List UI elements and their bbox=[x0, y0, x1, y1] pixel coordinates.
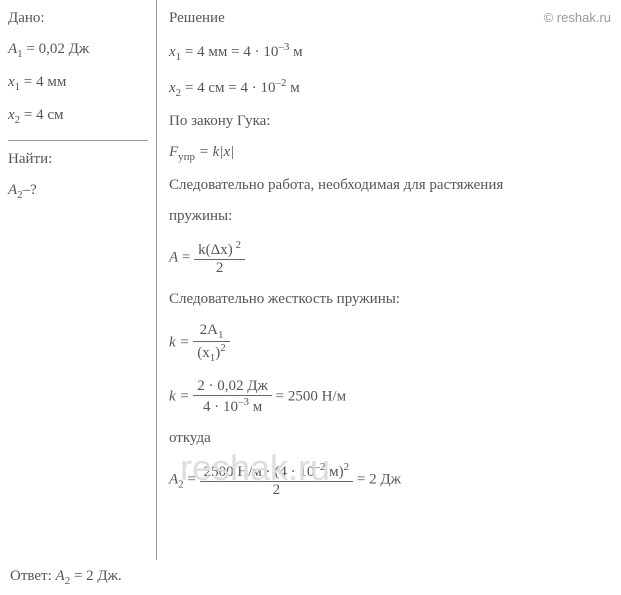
a2f-num-l: 2500 Н/м · (4 · 10 bbox=[204, 464, 315, 480]
kv-den-p: –3 bbox=[238, 396, 249, 408]
kv-den-l: 4 · 10 bbox=[203, 399, 238, 415]
a-eq: = bbox=[178, 249, 194, 265]
k-frac: 2A1 (x1)2 bbox=[193, 322, 230, 364]
q-a2: –? bbox=[23, 182, 37, 198]
conv2-var: x bbox=[169, 80, 176, 96]
k-num: 2A bbox=[200, 322, 218, 338]
find-section: Найти: A2–? bbox=[8, 140, 148, 201]
a2f-den: 2 bbox=[200, 482, 353, 499]
conv1-unit: м bbox=[289, 44, 302, 60]
a2f-num-r: м) bbox=[325, 464, 343, 480]
a-den: 2 bbox=[194, 260, 245, 277]
k-text: Следовательно жесткость пружины: bbox=[169, 291, 609, 308]
conv2-pow: –2 bbox=[276, 77, 287, 89]
watermark-top: © reshak.ru bbox=[544, 10, 611, 25]
conv2-unit: м bbox=[287, 80, 300, 96]
a-num: k(Δx) bbox=[198, 242, 233, 258]
answer-eq: = 2 Дж. bbox=[70, 568, 122, 584]
f-sub: упр bbox=[178, 151, 195, 163]
kv-num: 2 · 0,02 Дж bbox=[193, 378, 272, 396]
a2f-eq: = bbox=[184, 471, 200, 487]
conv2-text: = 4 см = 4 · 10 bbox=[181, 80, 275, 96]
kv-res: = 2500 Н/м bbox=[276, 388, 346, 404]
find-a2: A2–? bbox=[8, 182, 148, 201]
k-den-p: 2 bbox=[220, 342, 226, 354]
kv-den-r: м bbox=[249, 399, 262, 415]
var-x2: x bbox=[8, 107, 15, 123]
var-a2: A bbox=[8, 182, 17, 198]
given-x1: x1 = 4 мм bbox=[8, 74, 148, 93]
k-num-s: 1 bbox=[218, 329, 224, 341]
whence: откуда bbox=[169, 430, 609, 447]
eq-x1: = 4 мм bbox=[20, 74, 66, 90]
given-label: Дано: bbox=[8, 10, 148, 27]
solution-section: Решение x1 = 4 мм = 4 · 10–3 м x2 = 4 см… bbox=[157, 0, 621, 560]
find-label: Найти: bbox=[8, 151, 148, 168]
work-formula: A = k(Δx) 2 2 bbox=[169, 239, 609, 277]
f-var: F bbox=[169, 144, 178, 160]
given-a1: A1 = 0,02 Дж bbox=[8, 41, 148, 60]
hooke-formula: Fупр = k|x| bbox=[169, 144, 609, 163]
a-num-p: 2 bbox=[233, 239, 241, 251]
k-den-l: (x bbox=[197, 345, 210, 361]
a-frac: k(Δx) 2 2 bbox=[194, 239, 245, 277]
k-formula: k = 2A1 (x1)2 bbox=[169, 322, 609, 364]
conv1-var: x bbox=[169, 44, 176, 60]
conv-x2: x2 = 4 см = 4 · 10–2 м bbox=[169, 77, 609, 99]
main-container: Дано: A1 = 0,02 Дж x1 = 4 мм x2 = 4 см Н… bbox=[0, 0, 621, 560]
kv-frac: 2 · 0,02 Дж 4 · 10–3 м bbox=[193, 378, 272, 416]
a2f-num-p: –2 bbox=[314, 461, 325, 473]
var-x1: x bbox=[8, 74, 15, 90]
hooke-text: По закону Гука: bbox=[169, 113, 609, 130]
given-section: Дано: A1 = 0,02 Дж x1 = 4 мм x2 = 4 см Н… bbox=[0, 0, 157, 560]
k-value: k = 2 · 0,02 Дж 4 · 10–3 м = 2500 Н/м bbox=[169, 378, 609, 416]
k-eq: k = bbox=[169, 334, 193, 350]
a2f-var: A bbox=[169, 471, 178, 487]
answer-label: Ответ: bbox=[10, 568, 56, 584]
eq-x2: = 4 см bbox=[20, 107, 63, 123]
var-a1: A bbox=[8, 41, 17, 57]
a2f-frac: 2500 Н/м · (4 · 10–2 м)2 2 bbox=[200, 461, 353, 499]
f-eq: = k|x| bbox=[195, 144, 234, 160]
a2f-res: = 2 Дж bbox=[357, 471, 401, 487]
a2f-num-p2: 2 bbox=[344, 461, 350, 473]
kv-eq: k = bbox=[169, 388, 193, 404]
answer-section: Ответ: A2 = 2 Дж. bbox=[0, 560, 621, 595]
work-text2: пружины: bbox=[169, 208, 609, 225]
conv1-pow: –3 bbox=[278, 41, 289, 53]
conv-x1: x1 = 4 мм = 4 · 10–3 м bbox=[169, 41, 609, 63]
answer-var: A bbox=[56, 568, 65, 584]
a-var: A bbox=[169, 249, 178, 265]
conv1-text: = 4 мм = 4 · 10 bbox=[181, 44, 278, 60]
eq-a1: = 0,02 Дж bbox=[23, 41, 90, 57]
given-x2: x2 = 4 см bbox=[8, 107, 148, 126]
work-text1: Следовательно работа, необходимая для ра… bbox=[169, 177, 609, 194]
a2-final: A 2 = 2500 Н/м · (4 · 10–2 м)2 2 = 2 Дж bbox=[169, 461, 609, 499]
